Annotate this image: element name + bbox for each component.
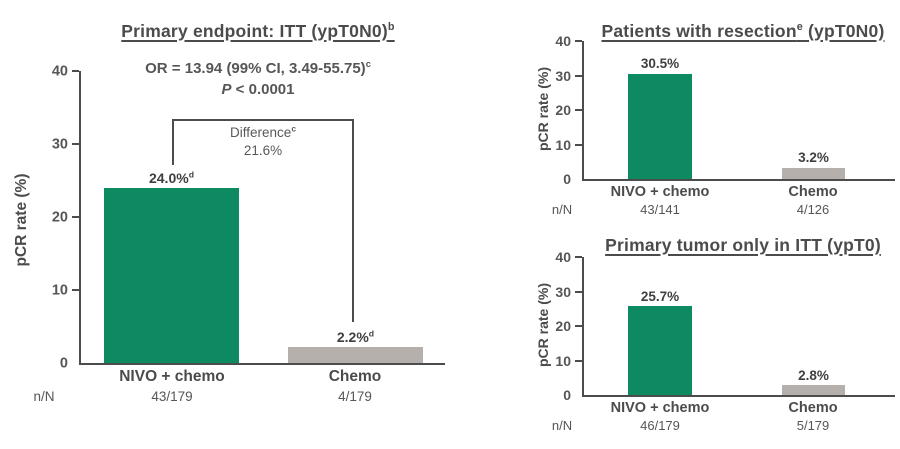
y-tick-mark <box>575 109 582 111</box>
odds-ratio-line: OR = 13.94 (99% CI, 3.49-55.75)c <box>145 59 371 77</box>
y-tick-mark <box>575 325 582 327</box>
n-value-chemo: 4/126 <box>796 202 830 217</box>
n-value-chemo: 4/179 <box>338 389 372 404</box>
p-value-line: P < 0.0001 <box>221 81 295 98</box>
y-tick-label: 40 <box>555 249 571 265</box>
stats-block: OR = 13.94 (99% CI, 3.49-55.75)c P < 0.0… <box>93 58 423 100</box>
n-value-nivo-chemo: 43/141 <box>640 202 680 217</box>
bar-group-nivo-chemo: 24.0%d <box>104 71 239 363</box>
bar-value-label: 24.0%d <box>148 169 194 186</box>
bar-group-chemo: 2.2%d <box>288 71 423 363</box>
y-tick-label: 40 <box>51 62 68 79</box>
bar-value-label: 2.8% <box>798 367 829 383</box>
category-label-nivo-chemo: NIVO + chemo <box>119 368 225 385</box>
n-value-nivo-chemo: 43/179 <box>151 389 193 404</box>
bar-chemo <box>288 346 423 363</box>
bar-group-chemo: 3.2% <box>782 41 845 179</box>
bar-value-label: 2.2%d <box>336 328 375 345</box>
bar-chemo <box>782 167 845 179</box>
category-label-chemo: Chemo <box>788 400 838 416</box>
bar-value-label: 30.5% <box>640 56 680 72</box>
y-tick-mark <box>575 359 582 362</box>
y-tick-label: 0 <box>563 387 571 403</box>
category-label-nivo-chemo: NIVO + chemo <box>610 184 710 200</box>
bar-group-chemo: 2.8% <box>782 257 845 395</box>
bar-value-superscript: d <box>368 328 375 339</box>
y-tick-label: 10 <box>555 352 571 369</box>
chart-title-text: Patients with resection <box>601 20 797 41</box>
odds-ratio-superscript: c <box>365 59 371 69</box>
bar-value-superscript: d <box>188 169 194 180</box>
category-label-nivo-chemo: NIVO + chemo <box>610 400 710 416</box>
n-value-nivo-chemo: 46/179 <box>640 418 680 433</box>
y-tick-label: 20 <box>51 208 68 225</box>
bar-nivo-chemo <box>104 187 239 363</box>
y-tick-mark <box>72 289 79 291</box>
difference-annotation: Differencec 21.6% <box>230 124 296 160</box>
difference-value: 21.6% <box>243 143 283 159</box>
difference-bracket-right-leg <box>352 119 354 322</box>
difference-label: Differencec <box>230 123 296 140</box>
bar-nivo-chemo <box>628 73 692 179</box>
plot-area-itt: 0 10 20 30 40 24.0%d 2.2%d <box>52 64 445 370</box>
y-tick-label: 20 <box>555 102 571 118</box>
category-label-chemo: Chemo <box>328 368 382 385</box>
y-tick-mark <box>72 143 79 145</box>
chart-title-primary-tumor: Primary tumor only in ITT (ypT0) <box>560 235 900 256</box>
difference-bracket-left-leg <box>172 119 174 165</box>
y-tick-label: 30 <box>555 67 571 84</box>
y-tick-mark <box>72 70 79 72</box>
y-tick-mark <box>575 40 582 42</box>
y-tick-mark <box>575 74 582 77</box>
bar-value-label: 25.7% <box>640 288 680 304</box>
y-tick-mark <box>575 143 582 146</box>
difference-superscript: c <box>291 123 296 134</box>
y-tick-mark <box>72 216 79 218</box>
y-tick-label: 0 <box>563 171 571 187</box>
chart-title-itt: Primary endpoint: ITT (ypT0N0)b <box>90 21 426 42</box>
n-header: n/N <box>551 202 573 217</box>
y-tick-mark <box>575 290 582 293</box>
y-axis-label: pCR rate (%) <box>535 282 551 368</box>
chart-title-text-post: (ypT0N0) <box>802 20 885 41</box>
y-tick-label: 30 <box>51 135 68 152</box>
y-tick-mark <box>575 256 582 258</box>
category-label-chemo: Chemo <box>788 184 838 200</box>
chart-title-text: Primary endpoint: ITT (ypT0N0) <box>121 20 388 41</box>
plot-area-primary-tumor: 0 10 20 30 40 25.7% 2.8% <box>555 250 895 402</box>
difference-bracket-top <box>172 119 354 121</box>
n-header: n/N <box>33 389 55 404</box>
y-tick-label: 0 <box>59 354 68 371</box>
chart-title-superscript: b <box>387 20 395 33</box>
n-value-chemo: 5/179 <box>796 418 830 433</box>
chart-title-resection: Patients with resectione (ypT0N0) <box>560 21 900 42</box>
y-tick-label: 10 <box>555 136 571 153</box>
y-tick-label: 40 <box>555 33 571 49</box>
plot-area-resection: 0 10 20 30 40 30.5% 3.2% <box>555 34 895 186</box>
chart-title-superscript: e <box>796 20 803 33</box>
bar-nivo-chemo <box>628 306 692 395</box>
bar-group-nivo-chemo: 30.5% <box>628 41 692 179</box>
chart-title-text: Primary tumor only in ITT (ypT0) <box>605 234 881 255</box>
y-axis-label: pCR rate (%) <box>535 66 551 152</box>
bar-value-label: 3.2% <box>798 150 829 166</box>
y-tick-label: 20 <box>555 318 571 334</box>
y-tick-label: 30 <box>555 283 571 300</box>
n-header: n/N <box>551 418 573 433</box>
y-tick-label: 10 <box>51 281 68 298</box>
bar-group-nivo-chemo: 25.7% <box>628 257 692 395</box>
bar-chemo <box>782 385 845 395</box>
y-axis-label: pCR rate (%) <box>13 173 30 267</box>
